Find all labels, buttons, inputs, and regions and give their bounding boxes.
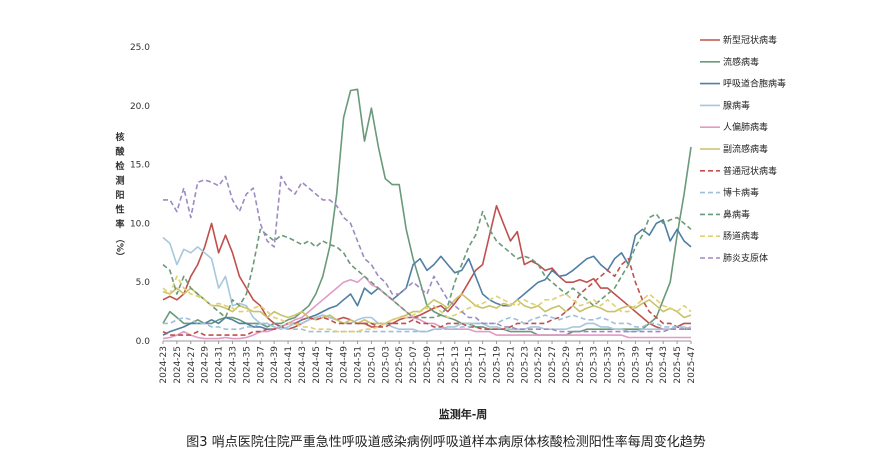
series-line — [162, 236, 692, 333]
y-tick-label: 10.0 — [130, 219, 150, 229]
x-tick-label: 2025-15 — [465, 346, 475, 384]
y-axis-title-char: 阳 — [115, 190, 124, 201]
legend-label: 普通冠状病毒 — [723, 165, 777, 177]
x-tick-label: 2025-07 — [409, 346, 419, 384]
x-tick-label: 2025-39 — [631, 346, 641, 384]
series-line — [163, 175, 691, 333]
series-line — [162, 205, 691, 331]
x-tick-label: 2024-31 — [215, 346, 225, 384]
x-tick-label: 2024-47 — [326, 346, 336, 384]
legend-label: 肺炎支原体 — [723, 252, 768, 264]
legend-label: 流感病毒 — [723, 56, 759, 68]
x-tick-label: 2024-39 — [270, 346, 280, 384]
x-tick-label: 2025-19 — [492, 346, 502, 384]
x-tick-label: 2024-25 — [173, 346, 183, 384]
legend-label: 人偏肺病毒 — [723, 121, 768, 133]
y-tick-label: 25.0 — [130, 43, 150, 53]
x-tick-label: 2025-33 — [590, 346, 600, 384]
x-tick-label: 2025-29 — [562, 346, 572, 384]
series-line — [162, 88, 692, 336]
x-tick-label: 2024-27 — [187, 346, 197, 384]
x-tick-label: 2024-37 — [256, 346, 266, 384]
x-tick-label: 2025-27 — [548, 346, 558, 384]
y-tick-label: 20.0 — [130, 102, 150, 112]
legend-label: 腺病毒 — [723, 99, 750, 111]
x-tick-label: 2025-31 — [576, 346, 586, 384]
x-tick-label: 2025-05 — [395, 346, 405, 384]
x-tick-label: 2024-33 — [228, 346, 238, 384]
y-axis-title-char: 核 — [115, 131, 124, 143]
y-axis-title: 核酸检测阳性率 （%） — [114, 131, 125, 261]
legend-label: 副流感病毒 — [723, 143, 768, 155]
x-tick-label: 2024-41 — [284, 346, 294, 384]
x-tick-label: 2024-23 — [159, 346, 169, 384]
x-tick-label: 2025-41 — [645, 346, 655, 384]
y-axis-title-char: 酸 — [115, 146, 125, 158]
x-axis-title: 监测年-周 — [439, 407, 488, 421]
series-line — [162, 287, 692, 325]
y-tick-label: 0.0 — [136, 337, 151, 347]
series-line — [162, 257, 691, 336]
x-tick-label: 2025-03 — [381, 346, 391, 384]
x-tick-label: 2025-47 — [687, 346, 697, 384]
y-tick-label: 15.0 — [130, 161, 150, 171]
x-tick-label: 2025-25 — [534, 346, 544, 384]
x-tick-label: 2025-01 — [367, 346, 377, 384]
x-tick-label: 2025-09 — [423, 346, 433, 384]
x-tick-label: 2024-29 — [201, 346, 211, 384]
x-tick-label: 2024-35 — [242, 346, 252, 384]
series-layer — [162, 88, 692, 340]
legend-label: 肠道病毒 — [723, 230, 759, 242]
y-axis-title-char: 率 — [115, 218, 124, 230]
x-tick-label: 2025-13 — [451, 346, 461, 384]
y-axis-title-char: （%） — [114, 234, 125, 261]
x-tick-label: 2025-17 — [479, 346, 489, 384]
x-tick-label: 2025-11 — [437, 346, 447, 384]
x-tick-label: 2025-35 — [604, 346, 614, 384]
y-tick-label: 5.0 — [136, 278, 151, 288]
legend-label: 呼吸道合胞病毒 — [723, 78, 786, 90]
x-tick-label: 2024-43 — [298, 346, 308, 384]
x-tick-label: 2025-23 — [520, 346, 530, 384]
series-line — [162, 219, 692, 336]
x-tick-label: 2025-37 — [618, 346, 628, 384]
x-tick-label: 2024-51 — [354, 346, 364, 384]
figure-caption: 图3 哨点医院住院严重急性呼吸道感染病例呼吸道样本病原体核酸检测阳性率每周变化趋… — [186, 434, 705, 450]
legend-label: 博卡病毒 — [723, 187, 759, 199]
x-axis-ticks: 2024-23 2024-25 2024-27 2024-29 2024-31 2024-… — [159, 341, 697, 384]
series-line — [162, 275, 692, 333]
x-tick-label: 2025-21 — [506, 346, 516, 384]
x-tick-label: 2024-45 — [312, 346, 322, 384]
x-tick-label: 2025-45 — [673, 346, 683, 384]
y-axis-title-char: 性 — [115, 204, 124, 216]
y-axis-ticks: 0.0 5.0 10.0 15.0 20.0 25.0 — [130, 43, 150, 347]
legend-label: 鼻病毒 — [723, 208, 750, 220]
series-line — [163, 314, 692, 333]
legend: 新型冠状病毒流感病毒呼吸道合胞病毒腺病毒人偏肺病毒副流感病毒普通冠状病毒博卡病毒… — [700, 34, 786, 264]
y-axis-title-char: 检 — [115, 160, 124, 172]
y-axis-title-char: 测 — [115, 175, 124, 187]
x-tick-label: 2024-49 — [340, 346, 350, 384]
x-tick-label: 2025-43 — [659, 346, 669, 384]
series-line — [162, 210, 692, 319]
legend-label: 新型冠状病毒 — [723, 34, 777, 46]
